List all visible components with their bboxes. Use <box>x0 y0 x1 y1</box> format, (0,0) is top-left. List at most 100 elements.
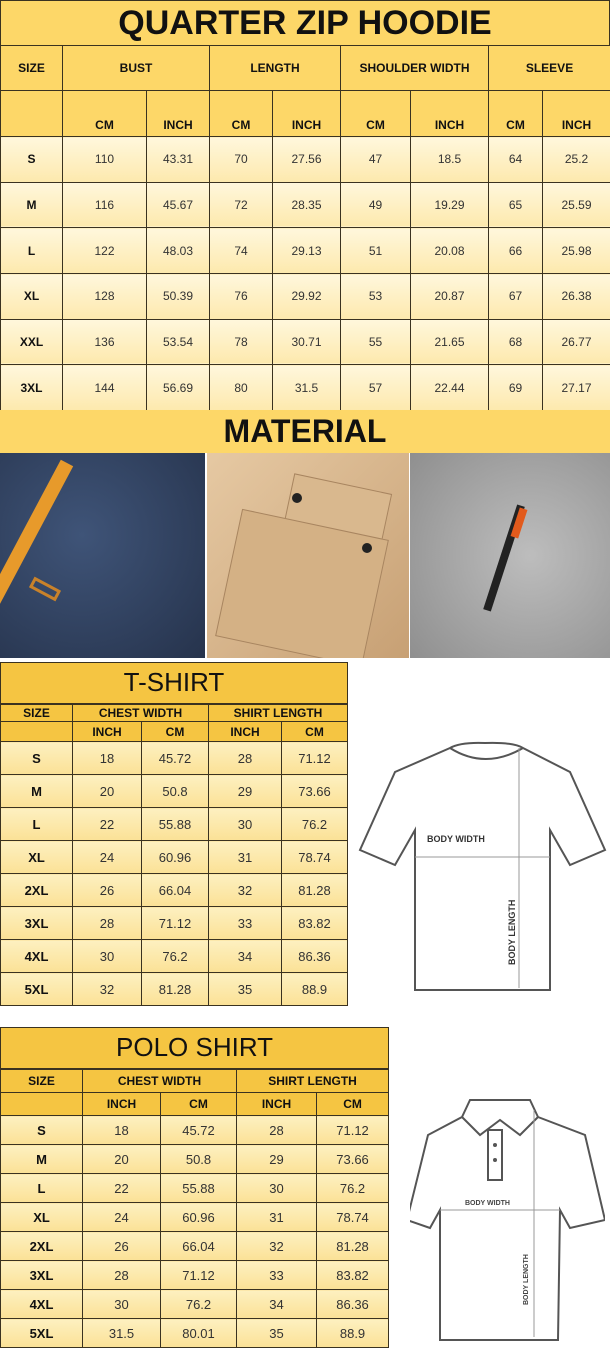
size-cell: 3XL <box>0 906 73 940</box>
polo-diagram: BODY WIDTH BODY LENGTH <box>410 1099 605 1341</box>
size-cell: S <box>0 741 73 775</box>
table-row: 3XL 28 71.12 33 83.82 <box>0 906 348 940</box>
size-cell: XL <box>0 273 63 320</box>
value-cell: 50.39 <box>145 273 211 320</box>
value-cell: 25.98 <box>542 227 610 275</box>
unit-header: CM <box>141 721 209 742</box>
value-cell: 33 <box>236 1260 317 1290</box>
table-row: M 20 50.8 29 73.66 <box>0 774 348 808</box>
blank-header <box>0 90 63 137</box>
value-cell: 57 <box>340 364 412 412</box>
value-cell: 31 <box>208 840 282 874</box>
size-cell: M <box>0 181 63 229</box>
size-cell: 5XL <box>0 972 73 1006</box>
value-cell: 45.67 <box>145 181 211 229</box>
value-cell: 60.96 <box>141 840 209 874</box>
table-row: 3XL 28 71.12 33 83.82 <box>0 1260 390 1290</box>
navy-fabric-photo <box>0 453 205 658</box>
table-row: S 18 45.72 28 71.12 <box>0 741 348 775</box>
value-cell: 18 <box>82 1115 161 1145</box>
value-cell: 83.82 <box>281 906 348 940</box>
value-cell: 71.12 <box>141 906 209 940</box>
value-cell: 56.69 <box>145 364 211 412</box>
value-cell: 66.04 <box>160 1231 237 1261</box>
unit-header: CM <box>488 90 544 137</box>
value-cell: 24 <box>72 840 142 874</box>
size-cell: L <box>0 807 73 841</box>
value-cell: 81.28 <box>281 873 348 907</box>
tshirt-body-length-label: BODY LENGTH <box>507 900 517 965</box>
size-header: SIZE <box>0 45 63 91</box>
value-cell: 64 <box>488 136 544 183</box>
value-cell: 65 <box>488 181 544 229</box>
value-cell: 28 <box>72 906 142 940</box>
unit-header: INCH <box>145 90 211 137</box>
unit-header: CM <box>160 1092 237 1116</box>
value-cell: 31 <box>236 1202 317 1232</box>
size-cell: M <box>0 1144 83 1174</box>
value-cell: 35 <box>236 1318 317 1348</box>
value-cell: 28 <box>208 741 282 775</box>
value-cell: 31.5 <box>82 1318 161 1348</box>
value-cell: 30.71 <box>272 318 342 366</box>
size-cell: S <box>0 1115 83 1145</box>
size-cell: L <box>0 1173 83 1203</box>
value-cell: 81.28 <box>141 972 209 1006</box>
table-row: L 22 55.88 30 76.2 <box>0 807 348 841</box>
value-cell: 86.36 <box>315 1289 390 1319</box>
khaki-fabric-photo <box>207 453 409 658</box>
value-cell: 20.08 <box>410 227 490 275</box>
table-row: XL 24 60.96 31 78.74 <box>0 840 348 874</box>
value-cell: 80 <box>209 364 274 412</box>
value-cell: 22.44 <box>410 364 490 412</box>
size-header: SIZE <box>0 703 73 722</box>
value-cell: 29.92 <box>272 273 342 320</box>
value-cell: 25.2 <box>542 136 610 183</box>
value-cell: 81.28 <box>315 1231 390 1261</box>
size-cell: 2XL <box>0 1231 83 1261</box>
size-cell: 4XL <box>0 1289 83 1319</box>
table-row: S 18 45.72 28 71.12 <box>0 1115 390 1145</box>
value-cell: 20 <box>82 1144 161 1174</box>
unit-header: CM <box>209 90 274 137</box>
unit-header-row: INCH CM INCH CM <box>0 1092 390 1116</box>
value-cell: 128 <box>62 273 147 320</box>
value-cell: 43.31 <box>145 136 211 183</box>
value-cell: 116 <box>62 181 147 229</box>
value-cell: 29.13 <box>272 227 342 275</box>
hoodie-size-table: SIZE BUST LENGTH SHOULDER WIDTH SLEEVE CM INCH… <box>0 45 610 412</box>
value-cell: 73.66 <box>281 774 348 808</box>
unit-header: CM <box>340 90 412 137</box>
value-cell: 136 <box>62 318 147 366</box>
table-row: L 122 48.03 74 29.13 51 20.08 66 25.98 <box>0 227 610 275</box>
table-row: 5XL 32 81.28 35 88.9 <box>0 972 348 1006</box>
value-cell: 20 <box>72 774 142 808</box>
table-row: XXL 136 53.54 78 30.71 55 21.65 68 26.77 <box>0 318 610 366</box>
value-cell: 27.56 <box>272 136 342 183</box>
unit-header: INCH <box>236 1092 317 1116</box>
value-cell: 26 <box>72 873 142 907</box>
value-cell: 50.8 <box>141 774 209 808</box>
polo-title: POLO SHIRT <box>0 1027 390 1070</box>
value-cell: 76.2 <box>315 1173 390 1203</box>
value-cell: 21.65 <box>410 318 490 366</box>
table-row: 2XL 26 66.04 32 81.28 <box>0 873 348 907</box>
size-cell: M <box>0 774 73 808</box>
value-cell: 30 <box>236 1173 317 1203</box>
value-cell: 32 <box>236 1231 317 1261</box>
value-cell: 110 <box>62 136 147 183</box>
value-cell: 28 <box>82 1260 161 1290</box>
value-cell: 144 <box>62 364 147 412</box>
tshirt-body-width-label: BODY WIDTH <box>427 834 485 844</box>
value-cell: 55.88 <box>141 807 209 841</box>
value-cell: 71.12 <box>160 1260 237 1290</box>
value-cell: 71.12 <box>281 741 348 775</box>
grey-fabric-photo <box>410 453 610 658</box>
size-cell: 3XL <box>0 364 63 412</box>
unit-header-row: CM INCH CM INCH CM INCH CM INCH <box>0 90 610 137</box>
value-cell: 55.88 <box>160 1173 237 1203</box>
value-cell: 72 <box>209 181 274 229</box>
value-cell: 122 <box>62 227 147 275</box>
value-cell: 83.82 <box>315 1260 390 1290</box>
value-cell: 32 <box>72 972 142 1006</box>
